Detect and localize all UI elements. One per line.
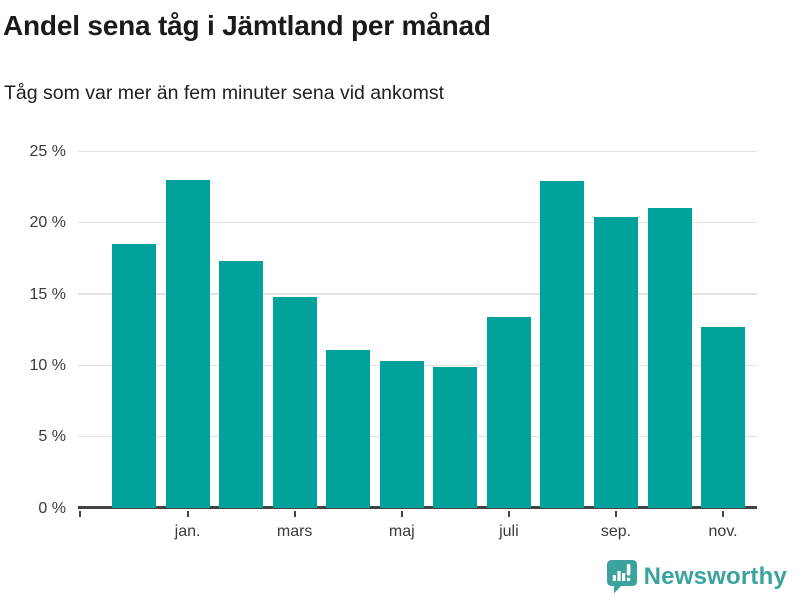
gridline-15 — [78, 293, 757, 295]
brand-name: Newsworthy — [643, 563, 787, 590]
bar-aug. — [540, 181, 585, 508]
bar-sep. — [593, 217, 638, 508]
bar-okt. — [647, 208, 692, 508]
bar-apr. — [326, 349, 371, 508]
gridline-20 — [78, 221, 757, 224]
x-axis-label-nov.: nov. — [708, 523, 738, 540]
bar-jun. — [433, 366, 478, 508]
bar-nov. — [701, 326, 746, 508]
y-axis-label-10: 10 % — [29, 356, 66, 374]
y-axis-label-5: 5 % — [38, 428, 66, 446]
bar-juli — [486, 316, 531, 508]
x-axis-label-mars: mars — [276, 523, 313, 540]
newsworthy-branding: Newsworthy — [606, 560, 787, 594]
x-axis-tick-mars — [293, 511, 296, 517]
y-axis-label-20: 20 % — [29, 214, 66, 232]
x-axis-tick-juli — [507, 511, 510, 517]
x-axis-label-sep.: sep. — [600, 523, 632, 540]
bar-feb. — [219, 261, 264, 508]
bar-maj — [379, 361, 424, 508]
plot-area — [78, 140, 757, 509]
x-axis-edge-tick — [79, 511, 81, 517]
x-axis-tick-nov. — [722, 511, 725, 517]
x-axis: jan. mars maj juli sep. nov. — [79, 509, 757, 554]
bar-chart: 0 % 5 % 10 % 15 % 20 % 25 % jan. mars maj juli se… — [0, 140, 800, 560]
bar-dec. — [112, 244, 156, 508]
y-axis-labels: 0 % 5 % 10 % 15 % 20 % 25 % — [0, 140, 66, 517]
newsworthy-logo-icon — [606, 560, 637, 594]
x-axis-label-maj: maj — [388, 523, 415, 540]
chart-title: Andel sena tåg i Jämtland per månad — [3, 10, 491, 41]
bar-mars — [272, 296, 317, 508]
y-axis-label-25: 25 % — [29, 142, 66, 160]
bar-jan. — [165, 179, 210, 508]
gridline-25 — [78, 150, 757, 153]
x-axis-tick-jan. — [186, 511, 189, 517]
x-axis-tick-sep. — [614, 511, 617, 517]
x-axis-label-jan.: jan. — [174, 523, 201, 540]
x-axis-tick-maj — [400, 511, 403, 517]
x-axis-label-juli: juli — [499, 523, 519, 540]
y-axis-label-15: 15 % — [29, 285, 66, 303]
chart-subtitle: Tåg som var mer än fem minuter sena vid … — [4, 82, 444, 104]
y-axis-label-0: 0 % — [38, 499, 66, 517]
